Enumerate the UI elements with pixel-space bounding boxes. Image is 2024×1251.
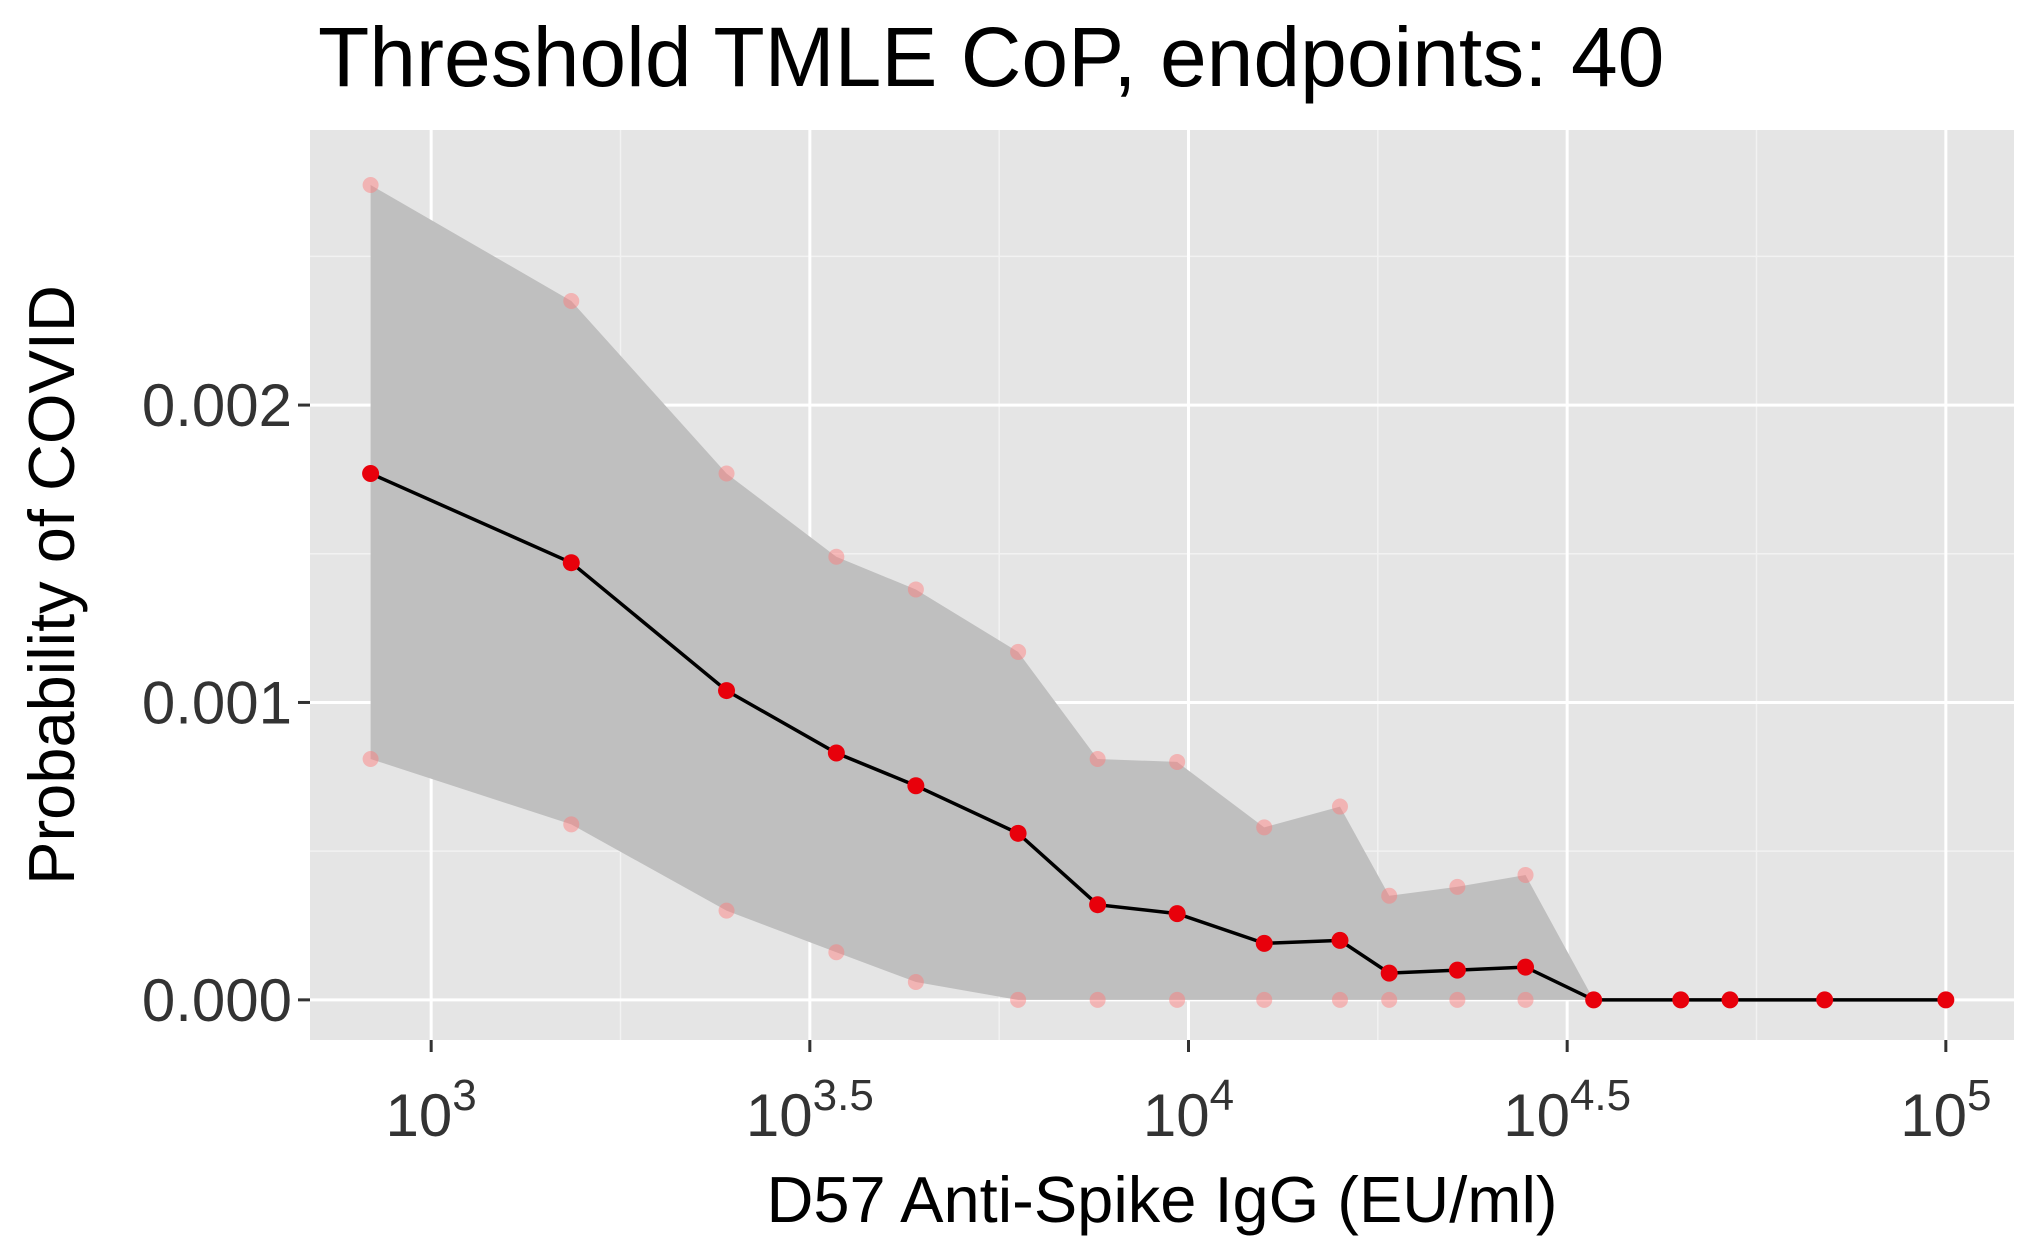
x-tick-label: 104.5 [1503, 1071, 1631, 1149]
x-tick-exponent: 3.5 [813, 1071, 874, 1120]
lower-bound-point [1381, 991, 1398, 1008]
estimate-point [1816, 991, 1834, 1009]
upper-bound-point [1169, 753, 1186, 770]
confidence-band [370, 185, 1946, 1000]
y-tick-label: 0.000 [142, 967, 292, 1034]
lower-bound-point [1256, 991, 1273, 1008]
lower-bound-point [1331, 991, 1348, 1008]
chart-title: Threshold TMLE CoP, endpoints: 40 [318, 10, 1664, 104]
estimate-points [362, 464, 1955, 1009]
estimate-point [1585, 991, 1603, 1009]
y-axis: 0.000 0.001 0.002 [142, 372, 310, 1034]
estimate-point [1517, 958, 1535, 976]
estimate-point [1089, 896, 1107, 914]
estimate-point [1937, 991, 1955, 1009]
estimate-point [1448, 961, 1466, 979]
lower-bound-point [1089, 991, 1106, 1008]
estimate-point [362, 464, 380, 482]
upper-bound-point [1010, 643, 1027, 660]
upper-bound-point [1089, 750, 1106, 767]
x-axis: 103 103.5 104 104.5 105 [386, 1040, 1991, 1149]
upper-bound-point [1381, 887, 1398, 904]
x-tick-exponent: 4 [1210, 1071, 1234, 1120]
x-tick-label: 103 [386, 1071, 477, 1149]
upper-bound-point [1449, 878, 1466, 895]
lower-bound-point [1010, 991, 1027, 1008]
estimate-point [1168, 905, 1186, 923]
x-axis-title: D57 Anti-Spike IgG (EU/ml) [766, 1163, 1557, 1236]
lower-bound-point [1169, 991, 1186, 1008]
x-tick-exponent: 4.5 [1570, 1071, 1631, 1120]
y-axis-title: Probability of COVID [15, 285, 88, 885]
upper-bound-point [828, 548, 845, 565]
lower-bound-point [828, 944, 845, 961]
lower-bound-point [1517, 991, 1534, 1008]
upper-bound-point [1517, 866, 1534, 883]
y-tick-label: 0.001 [142, 669, 292, 736]
lower-bound-point [1449, 991, 1466, 1008]
x-tick-exponent: 5 [1967, 1071, 1991, 1120]
x-tick-exponent: 3 [452, 1071, 476, 1120]
estimate-point [907, 777, 925, 795]
lower-bound-point [563, 816, 580, 833]
confidence-bound-points [362, 177, 1534, 1008]
lower-bound-point [907, 974, 924, 991]
upper-bound-point [563, 292, 580, 309]
minor-gridlines [310, 130, 2014, 1040]
estimate-point [1380, 964, 1398, 982]
x-tick-label: 105 [1900, 1071, 1991, 1149]
estimate-point [1009, 824, 1027, 842]
estimate-point [1672, 991, 1690, 1009]
estimate-point [827, 744, 845, 762]
upper-bound-point [1331, 798, 1348, 815]
estimate-point [1331, 931, 1349, 949]
lower-bound-point [362, 750, 379, 767]
estimate-point [562, 554, 580, 572]
upper-bound-point [362, 177, 379, 194]
x-tick-label: 103.5 [746, 1071, 874, 1149]
upper-bound-point [907, 581, 924, 598]
upper-bound-point [1256, 819, 1273, 836]
estimate-point [1255, 934, 1273, 952]
upper-bound-point [718, 465, 735, 482]
y-tick-label: 0.002 [142, 372, 292, 439]
estimate-point [718, 682, 736, 700]
x-tick-label: 104 [1143, 1071, 1234, 1149]
estimate-point [1721, 991, 1739, 1009]
lower-bound-point [718, 902, 735, 919]
